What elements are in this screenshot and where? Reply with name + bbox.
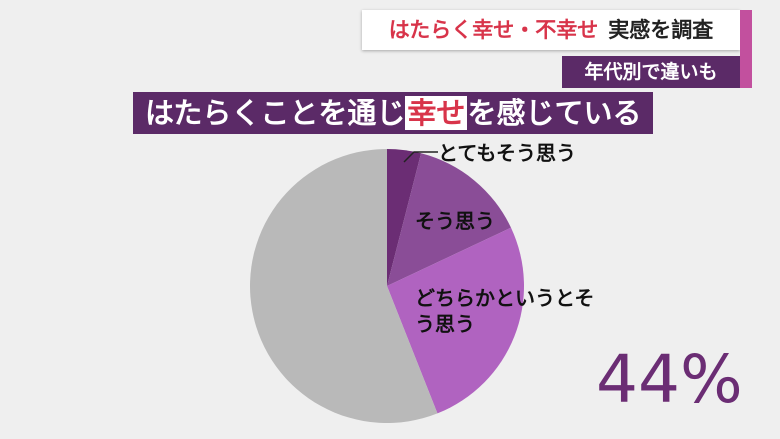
total-annotation: 44% bbox=[596, 341, 743, 418]
slice-label: とてもそう思う bbox=[438, 141, 576, 165]
chart-title: はたらくことを通じ幸せを感じている bbox=[133, 92, 654, 134]
caption-box: はたらく幸せ・不幸せ 実感を調査 bbox=[362, 10, 740, 50]
accent-bar bbox=[740, 10, 752, 88]
pie-slice bbox=[387, 149, 422, 286]
leader-line bbox=[403, 151, 438, 163]
subcaption: 年代別で違いも bbox=[562, 56, 740, 88]
title-highlight: 幸せ bbox=[405, 96, 468, 130]
pie-slice bbox=[387, 153, 511, 286]
caption-highlight: はたらく幸せ・不幸せ bbox=[388, 18, 599, 42]
pie-slice bbox=[249, 149, 438, 424]
pie-slice bbox=[387, 227, 524, 414]
slice-label: どちらかというとそう思う bbox=[415, 286, 595, 336]
slice-label: そう思う bbox=[415, 209, 495, 233]
caption-text: 実感を調査 bbox=[608, 18, 714, 42]
title-text: はたらくことを通じ bbox=[145, 96, 406, 130]
title-text: を感じている bbox=[467, 96, 642, 130]
